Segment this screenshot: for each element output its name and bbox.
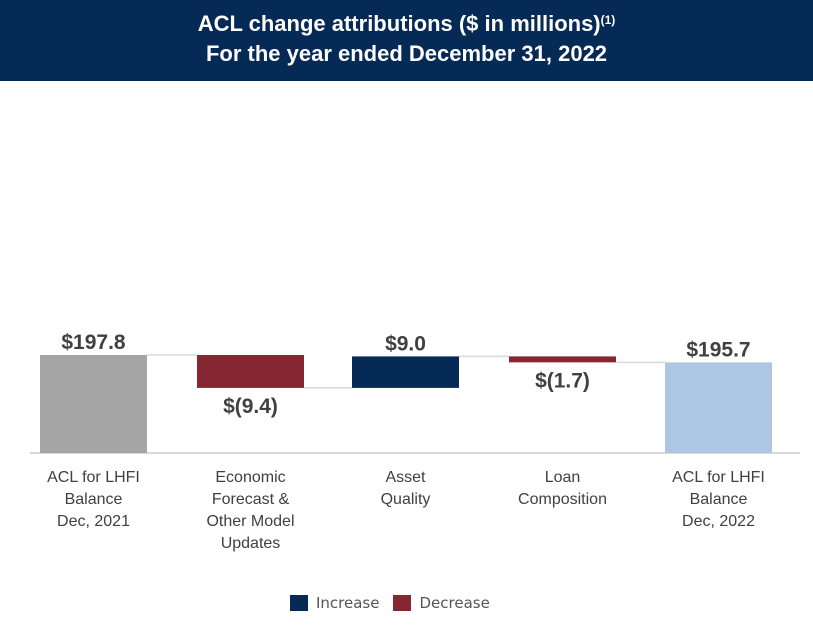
category-label: ACL for LHFI Balance Dec, 2021 [47, 469, 140, 530]
category-label: Loan Composition [518, 469, 607, 508]
footnote-marker: (1) [600, 13, 616, 27]
legend-label-decrease: Decrease [419, 594, 490, 612]
chart-title: ACL change attributions ($ in millions) [197, 11, 601, 36]
chart-header: ACL change attributions ($ in millions)(… [0, 0, 813, 81]
data-label: $197.8 [61, 331, 126, 354]
bar [665, 362, 772, 453]
legend-swatch-decrease [393, 595, 412, 611]
data-label: $(9.4) [223, 395, 278, 418]
bar [509, 356, 616, 363]
legend: Increase Decrease [290, 594, 490, 612]
data-label: $(1.7) [535, 369, 590, 392]
category-label: Economic Forecast & Other Model Updates [206, 469, 295, 552]
bar [352, 356, 459, 388]
legend-label-increase: Increase [316, 594, 380, 612]
category-label: ACL for LHFI Balance Dec, 2022 [672, 469, 765, 530]
category-label: Asset Quality [380, 469, 431, 508]
data-label: $195.7 [686, 338, 750, 361]
data-label: $9.0 [385, 332, 426, 355]
bar [40, 355, 147, 453]
bar [197, 355, 304, 388]
chart-subtitle: For the year ended December 31, 2022 [205, 41, 608, 66]
legend-swatch-increase [290, 595, 308, 611]
